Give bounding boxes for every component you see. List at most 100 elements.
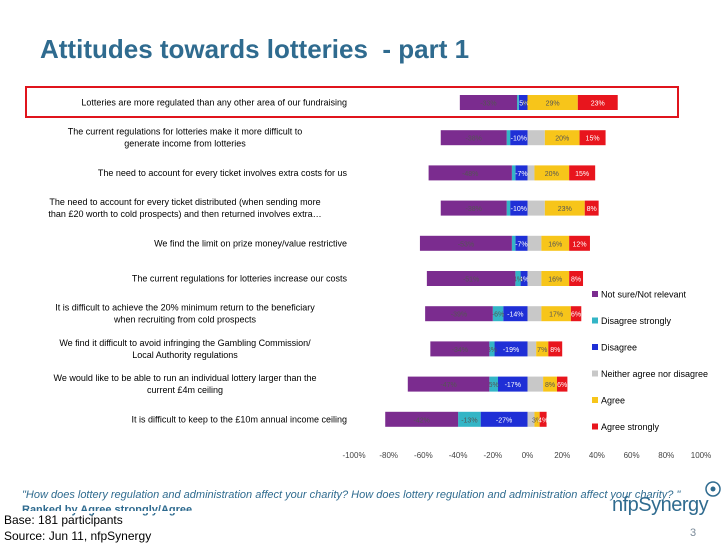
data-label: -48% [462,171,478,178]
category-label: We would like to be able to run an indiv… [54,373,317,383]
data-label: 8% [587,206,597,213]
bar-segment [527,235,542,251]
slide-title: Attitudes towards lotteries - part 1 [40,34,470,64]
category-label: It is difficult to keep to the £10m annu… [132,414,347,424]
data-label: 8% [550,347,560,354]
bar-segment [385,411,459,427]
x-tick-label: 60% [624,451,640,460]
bar-segment [584,200,599,216]
bar-segment [527,165,535,181]
bar-segment [527,411,535,427]
bar-segment [425,306,493,322]
x-tick-label: 100% [691,451,711,460]
x-tick-label: -80% [379,451,398,460]
data-label: -53% [458,241,474,248]
data-label: -19% [503,347,519,354]
bar-segment [440,200,507,216]
bar-segment [515,271,521,286]
legend-swatch [592,397,598,403]
bar-segment [544,200,585,216]
rank-note: Ranked by Agree strongly/Agree [22,504,193,516]
data-label: 5% [489,382,499,389]
category-label: The need to account for every ticket inv… [98,168,348,178]
bar-segment [498,376,528,392]
data-label: -7% [515,171,527,178]
category-label: We find it difficult to avoid infringing… [59,338,311,348]
data-label: -27% [496,417,512,424]
data-label: 4% [519,277,529,284]
bar-segment [440,130,507,146]
bar-segment [541,306,571,322]
data-label: -38% [466,136,482,143]
x-tick-label: 40% [589,451,605,460]
data-label: 15% [586,136,600,143]
bar-segment [515,165,528,181]
x-tick-label: -100% [342,451,365,460]
bar-segment [527,271,542,286]
data-label: 6% [557,382,567,389]
legend-label: Agree [601,396,625,406]
bar-segment [579,130,606,146]
data-label: 12% [573,241,587,248]
data-label: 15% [575,171,589,178]
legend-label: Not sure/Not relevant [601,290,687,300]
highlight-box [25,86,679,118]
bar-segment [543,376,557,392]
bar-segment [494,341,528,357]
data-label: 20% [555,136,569,143]
data-label: 8% [545,382,555,389]
bar-segment [520,271,528,286]
bar-segment [510,130,528,146]
bar-segment [489,376,499,392]
bar-segment [518,95,528,110]
data-label: -10% [511,136,527,143]
category-label: than £20 worth to cold prospects) and th… [48,209,321,219]
data-label: -14% [507,312,523,319]
bar-segment [511,165,516,181]
data-label: 23% [558,206,572,213]
bar-segment [539,411,547,427]
logo-mark-icon [705,481,721,497]
bar-segment [534,165,570,181]
data-label: -33% [480,101,496,108]
data-label: 23% [591,101,605,108]
category-label: The current regulations for lotteries in… [132,274,348,284]
x-tick-label: 0% [522,451,534,460]
bar-segment [407,376,490,392]
bar-segment [527,376,544,392]
x-tick-label: 20% [554,451,570,460]
category-label: when recruiting from cold prospects [113,315,257,325]
legend-swatch [592,344,598,350]
bar-segment [517,95,519,110]
page-number: 3 [690,527,697,539]
data-label: -38% [466,206,482,213]
category-label: It is difficult to achieve the 20% minim… [55,303,315,313]
data-label: -51% [463,277,479,284]
bar-segment [515,235,528,251]
bar-segment [527,306,542,322]
footer-divider [0,511,728,513]
data-label: -5% [517,101,529,108]
bar-segment [570,306,582,322]
x-tick-label: 80% [658,451,674,460]
bar-segment [419,235,512,251]
legend-swatch [592,370,598,377]
data-label: -47% [440,382,456,389]
data-label: 16% [548,241,562,248]
bar-segment [556,376,568,392]
question-text: "How does lottery regulation and adminis… [22,489,681,501]
bar-segment [459,95,518,110]
data-label: -13% [461,417,477,424]
bar-segment [492,306,504,322]
bar-segment [489,341,495,357]
stacked-bar-chart: -100% -80% -60% -40% -20% 0% 20% 40% 60% 80% 100% L… [25,86,711,460]
bar-segment [480,411,528,427]
data-label: -39% [451,312,467,319]
x-tick-label: -40% [449,451,468,460]
category-label: current £4m ceiling [147,385,223,395]
data-label: 4% [513,277,523,284]
bar-segment [541,271,570,286]
data-label: 3% [487,347,497,354]
x-tick-label: -20% [483,451,502,460]
legend-label: Disagree [601,343,637,353]
